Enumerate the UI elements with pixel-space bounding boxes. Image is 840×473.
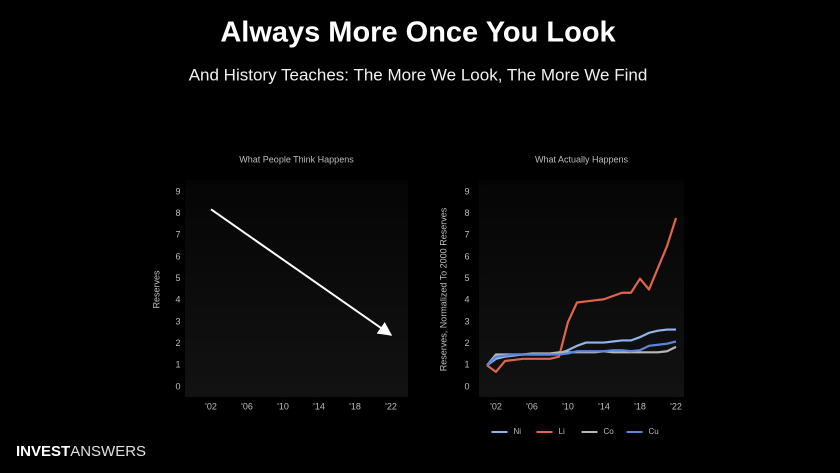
brand: INVESTANSWERS [16, 443, 146, 460]
y-tick-label: 3 [175, 316, 180, 326]
plot-area [479, 180, 684, 397]
y-tick-label: 2 [175, 338, 180, 348]
x-tick-label: '10 [277, 401, 289, 411]
brand-bold: INVEST [16, 443, 70, 460]
x-tick-label: '14 [313, 401, 325, 411]
x-tick-label: '06 [526, 401, 538, 411]
legend-label: Ni [514, 427, 522, 436]
y-tick-label: 4 [175, 295, 180, 305]
y-tick-label: 1 [175, 360, 180, 370]
brand-light: ANSWERS [70, 443, 146, 460]
y-tick-label: 5 [464, 273, 469, 283]
chart-title: What Actually Happens [535, 154, 629, 164]
x-tick-label: '02 [205, 401, 217, 411]
x-tick-label: '06 [241, 401, 253, 411]
y-tick-label: 8 [464, 208, 469, 218]
slide-title: Always More Once You Look [220, 17, 616, 49]
y-tick-label: 8 [175, 208, 180, 218]
series-line [486, 217, 678, 373]
y-tick-label: 6 [175, 251, 180, 261]
y-tick-label: 4 [464, 295, 469, 305]
x-tick-label: '22 [385, 401, 397, 411]
y-tick-label: 3 [464, 316, 469, 326]
y-tick-label: 0 [464, 381, 469, 391]
y-tick-label: 1 [464, 360, 469, 370]
y-tick-label: 9 [464, 186, 469, 196]
x-tick-label: '18 [349, 401, 361, 411]
legend-label: Co [604, 427, 615, 436]
x-tick-label: '02 [490, 401, 502, 411]
plot-area [185, 180, 408, 397]
y-axis-label: Reserves, Normalized To 2000 Reserves [438, 207, 448, 371]
x-tick-label: '22 [670, 401, 682, 411]
y-tick-label: 2 [464, 338, 469, 348]
legend-label: Cu [649, 427, 659, 436]
y-tick-label: 5 [175, 273, 180, 283]
x-tick-label: '18 [634, 401, 646, 411]
y-tick-label: 7 [464, 230, 469, 240]
y-tick-label: 6 [464, 251, 469, 261]
x-tick-label: '14 [598, 401, 610, 411]
y-tick-label: 0 [175, 381, 180, 391]
chart-title: What People Think Happens [239, 154, 354, 164]
legend-label: Li [559, 427, 565, 436]
y-tick-label: 7 [175, 230, 180, 240]
arrow [210, 208, 393, 336]
y-tick-label: 9 [175, 186, 180, 196]
x-tick-label: '10 [562, 401, 574, 411]
y-axis-label: Reserves [151, 270, 161, 309]
series-line [486, 340, 677, 367]
slide-subtitle: And History Teaches: The More We Look, T… [189, 65, 648, 84]
